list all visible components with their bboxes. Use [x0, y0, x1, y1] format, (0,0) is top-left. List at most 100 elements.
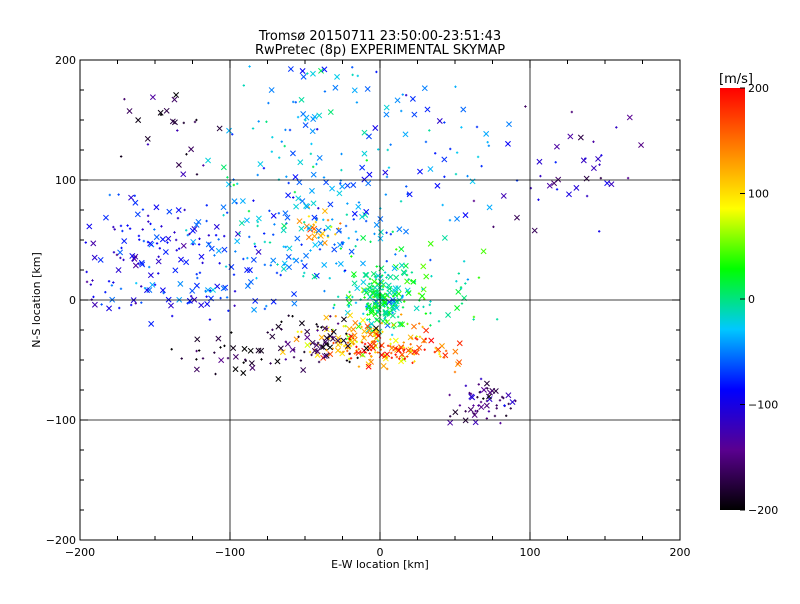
colorbar-tick-label: 200 — [748, 82, 769, 95]
data-point-plus — [226, 356, 230, 360]
chart-title: Tromsø 20150711 23:50:00-23:51:43 — [258, 29, 501, 44]
data-point-x — [452, 409, 459, 416]
data-point-plus — [345, 333, 349, 337]
data-point-plus — [486, 387, 489, 390]
data-point-x — [304, 203, 311, 210]
data-point-plus — [315, 323, 318, 326]
data-point-x — [305, 234, 312, 241]
data-point-plus — [333, 303, 336, 307]
data-point-x — [153, 204, 160, 211]
data-point-x — [360, 317, 366, 324]
data-point-x — [286, 264, 293, 271]
data-point-x — [177, 280, 184, 287]
data-point-plus — [352, 218, 355, 221]
data-point-plus — [398, 357, 401, 360]
data-point-x — [509, 399, 516, 405]
data-point-x — [398, 246, 405, 253]
data-point-x — [332, 84, 339, 91]
data-point-x — [323, 352, 330, 359]
data-point-x — [220, 204, 227, 211]
data-point-plus — [308, 350, 312, 354]
data-point-plus — [323, 289, 326, 293]
data-point-x — [214, 283, 221, 290]
data-point-plus — [352, 275, 356, 279]
data-point-plus — [385, 276, 388, 279]
data-point-x — [230, 345, 237, 352]
data-point-plus — [218, 262, 221, 265]
data-point-x — [149, 94, 156, 101]
data-point-plus — [486, 140, 489, 144]
data-point-x — [436, 118, 443, 124]
data-point-plus — [182, 121, 186, 125]
data-point-plus — [117, 193, 120, 196]
data-point-plus — [322, 218, 325, 221]
data-point-x — [366, 302, 373, 309]
data-point-plus — [412, 353, 416, 356]
data-point-plus — [340, 152, 343, 156]
data-point-plus — [248, 65, 251, 68]
data-point-x — [221, 246, 228, 253]
data-point-plus — [374, 306, 377, 309]
data-point-x — [173, 91, 180, 98]
data-point-x — [180, 171, 187, 178]
data-point-x — [580, 157, 587, 164]
data-point-plus — [428, 303, 431, 307]
data-point-plus — [119, 224, 123, 228]
data-point-x — [405, 347, 412, 354]
data-point-x — [427, 240, 434, 247]
data-point-x — [310, 200, 317, 207]
colorbar-tick-label: 100 — [748, 188, 769, 201]
data-point-x — [483, 402, 490, 409]
data-point-plus — [89, 283, 93, 286]
data-point-x — [360, 235, 367, 241]
data-point-plus — [401, 93, 404, 96]
data-point-plus — [115, 253, 119, 257]
data-point-plus — [333, 243, 336, 246]
data-point-x — [134, 211, 141, 218]
x-tick-label: 200 — [670, 546, 691, 559]
data-point-plus — [198, 237, 201, 240]
data-point-plus — [374, 351, 377, 354]
data-point-plus — [253, 242, 256, 246]
data-point-x — [285, 253, 292, 260]
data-point-plus — [347, 305, 350, 308]
data-point-x — [345, 294, 352, 301]
data-point-plus — [226, 176, 229, 179]
data-point-x — [363, 272, 370, 278]
data-point-x — [395, 347, 402, 354]
y-tick-label: 100 — [55, 174, 76, 187]
data-point-x — [319, 230, 326, 237]
scatter-points — [84, 65, 645, 426]
data-point-plus — [153, 228, 156, 231]
data-point-plus — [457, 272, 461, 275]
data-point-x — [390, 306, 397, 313]
data-point-x — [372, 300, 379, 307]
data-point-x — [351, 210, 358, 217]
data-point-x — [147, 240, 154, 247]
data-point-x — [247, 279, 254, 285]
data-point-plus — [284, 358, 287, 361]
y-axis-label: N-S location [km] — [30, 252, 43, 348]
data-point-x — [384, 351, 391, 358]
data-point-x — [481, 386, 487, 393]
y-tick-label: 200 — [55, 54, 76, 67]
data-point-x — [299, 68, 306, 74]
data-point-x — [193, 221, 200, 228]
data-point-x — [383, 104, 390, 111]
data-point-x — [327, 351, 334, 358]
data-point-plus — [157, 272, 160, 275]
data-point-plus — [315, 162, 318, 166]
data-point-x — [286, 245, 293, 252]
data-point-plus — [141, 208, 145, 211]
data-point-plus — [373, 275, 377, 278]
data-point-plus — [300, 259, 303, 263]
data-point-plus — [277, 212, 281, 215]
data-point-x — [380, 362, 387, 369]
data-point-plus — [268, 241, 272, 244]
data-point-x — [361, 129, 368, 136]
data-point-plus — [363, 296, 366, 299]
data-point-plus — [185, 153, 188, 156]
data-point-plus — [453, 370, 457, 374]
data-point-plus — [191, 243, 195, 246]
data-point-x — [240, 370, 247, 376]
